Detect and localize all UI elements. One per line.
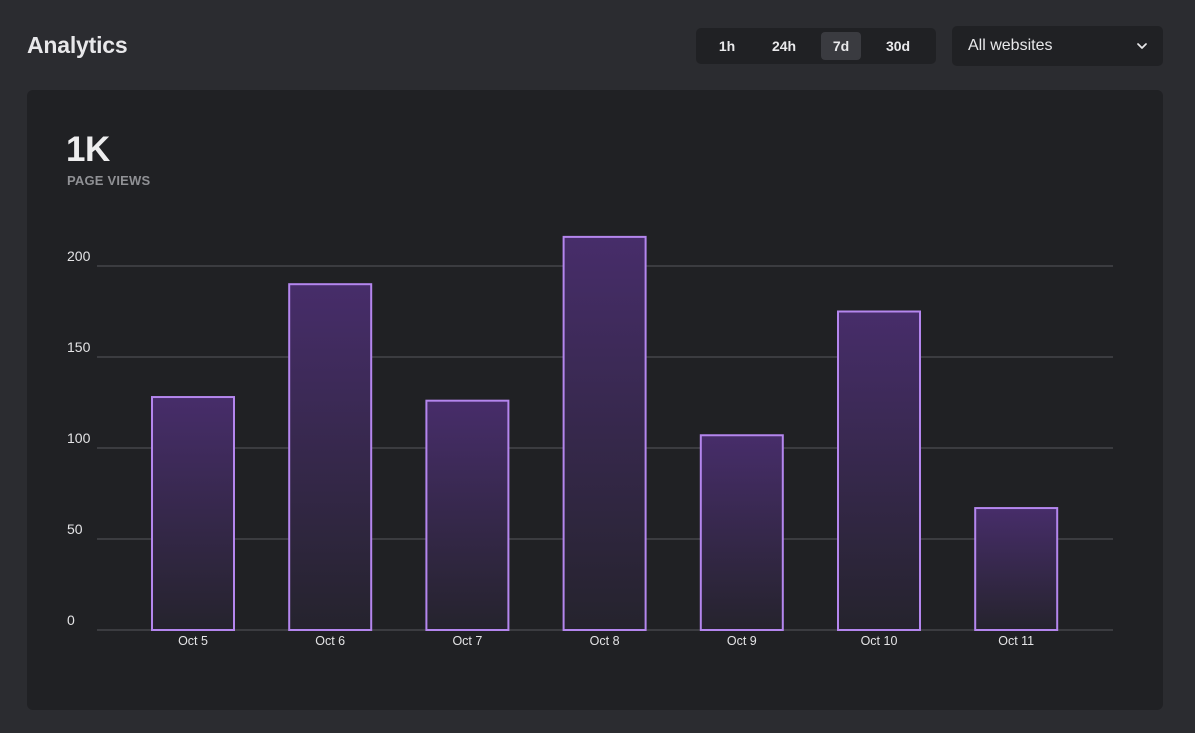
range-button-24h[interactable]: 24h xyxy=(771,38,797,54)
website-select-value: All websites xyxy=(968,37,1053,54)
bar[interactable] xyxy=(974,507,1059,631)
x-tick-label: Oct 5 xyxy=(178,634,208,648)
page-views-label: PAGE VIEWS xyxy=(67,173,151,188)
time-range-selector: 1h 24h 7d 30d xyxy=(696,28,936,64)
y-tick-label: 0 xyxy=(67,612,75,628)
top-bar: Analytics 1h 24h 7d 30d All websites xyxy=(0,0,1195,90)
x-tick-label: Oct 6 xyxy=(315,634,345,648)
x-tick-label: Oct 8 xyxy=(590,634,620,648)
y-tick-label: 100 xyxy=(67,430,91,446)
bar[interactable] xyxy=(699,434,784,632)
page-title: Analytics xyxy=(27,32,128,58)
range-button-1h[interactable]: 1h xyxy=(718,38,736,54)
bar[interactable] xyxy=(288,283,373,631)
y-tick-label: 200 xyxy=(67,248,91,264)
page-views-value: 1K xyxy=(66,130,110,169)
range-button-7d[interactable]: 7d xyxy=(821,32,861,60)
x-tick-label: Oct 9 xyxy=(727,634,757,648)
bar[interactable] xyxy=(425,399,510,631)
website-select[interactable]: All websites xyxy=(952,26,1163,66)
x-tick-label: Oct 10 xyxy=(861,634,898,648)
page-views-card: 1K PAGE VIEWS 0 50 100 150 200 Oct 5 Oct 6 Oct … xyxy=(27,90,1163,710)
x-tick-label: Oct 11 xyxy=(998,634,1034,648)
bar[interactable] xyxy=(562,235,647,631)
page-views-bar-chart: 0 50 100 150 200 Oct 5 Oct 6 Oct 7 Oct 8 Oct 9 Oct… xyxy=(67,235,1113,648)
range-button-30d[interactable]: 30d xyxy=(885,38,911,54)
y-tick-label: 150 xyxy=(67,339,91,355)
x-tick-label: Oct 7 xyxy=(452,634,482,648)
bar[interactable] xyxy=(837,310,921,631)
bar[interactable] xyxy=(151,396,235,632)
y-tick-label: 50 xyxy=(67,521,83,537)
chevron-down-icon xyxy=(1137,43,1147,49)
